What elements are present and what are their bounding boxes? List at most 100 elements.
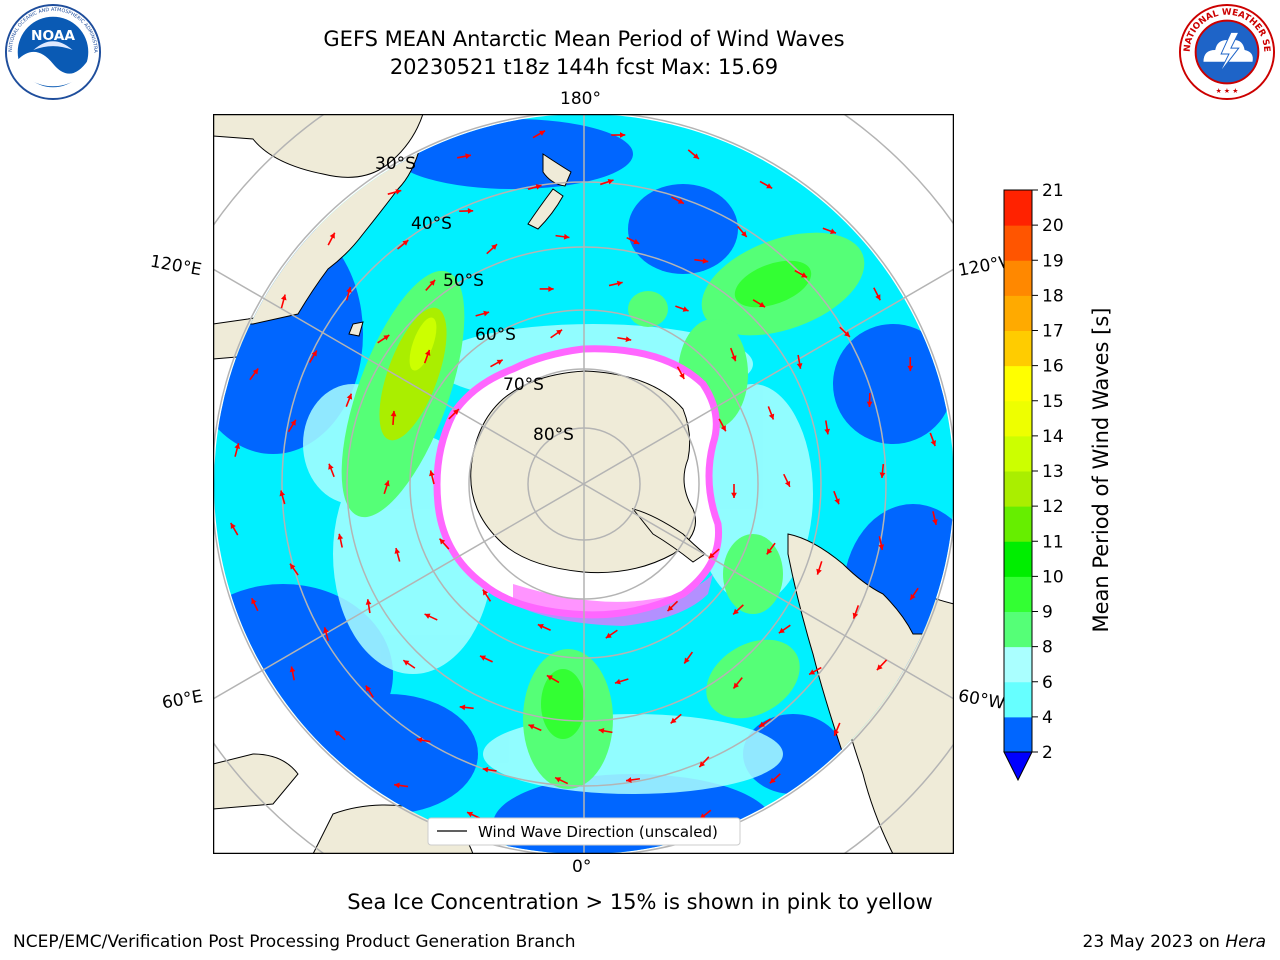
colorbar-tick-label: 11: [1042, 532, 1064, 552]
wind-arrow-head: [778, 627, 785, 634]
wind-arrow-head: [598, 728, 605, 734]
wind-arrow-head: [539, 130, 546, 136]
wind-arrow-head: [907, 365, 914, 372]
wind-arrow-head: [684, 657, 690, 664]
wind-arrow-head: [769, 777, 776, 784]
wind-arrow-head: [563, 233, 570, 240]
wind-arrow-head: [679, 373, 685, 380]
wind-arrow-head: [930, 440, 937, 447]
colorbar-block: [1004, 646, 1032, 683]
wind-arrow-head: [289, 666, 296, 673]
colorbar-ticks: 2 4 6 8 9 10 11 12 13 14 15 16 17 18 19 20 21: [1032, 181, 1064, 763]
wind-arrow-head: [459, 704, 466, 711]
wind-arrow-head: [394, 548, 401, 554]
colorbar-block: [1004, 471, 1032, 507]
colorbar-blocks: [1004, 190, 1032, 753]
colorbar-block: [1004, 541, 1032, 577]
wind-arrow-head: [879, 472, 886, 478]
colorbar-tick-label: 15: [1042, 392, 1064, 412]
lat-label-30: 30°S: [375, 154, 416, 174]
wind-arrow-head: [453, 409, 459, 415]
wind-arrow-head: [390, 410, 397, 417]
lon-label-180: 180°: [560, 89, 601, 109]
wind-arrow-head: [548, 286, 554, 292]
wind-arrow-head: [402, 240, 409, 246]
lon-label-60e: 60°E: [160, 686, 205, 714]
wind-arrow-head: [479, 655, 486, 661]
wind-arrow-head: [932, 519, 938, 525]
wind-arrow-head: [290, 419, 296, 426]
colorbar-tick-label: 8: [1042, 638, 1053, 658]
colorbar-label: Mean Period of Wind Waves [s]: [1089, 308, 1113, 633]
wind-arrow-head: [329, 232, 335, 239]
colorbar-block: [1004, 190, 1032, 226]
wind-arrow-head: [334, 730, 341, 737]
wind-arrow-head: [852, 612, 859, 619]
colorbar-block: [1004, 295, 1032, 331]
wind-arrow-head: [875, 294, 881, 301]
colorbar-tick-label: 4: [1042, 708, 1053, 728]
lat-label-70: 70°S: [503, 375, 544, 395]
wind-arrow-head: [429, 279, 436, 286]
wind-arrow-head: [467, 811, 474, 818]
wind-arrow-head: [482, 589, 489, 596]
wind-arrow-head: [483, 310, 490, 317]
colorbar-tick-label: 21: [1042, 181, 1064, 201]
wind-arrow-head: [626, 777, 632, 783]
wind-arrow-head: [290, 563, 296, 570]
wind-arrow-head: [768, 413, 775, 420]
wind-arrow-head: [796, 363, 803, 369]
wind-arrow-head: [844, 331, 850, 337]
colorbar-tick-label: 18: [1042, 286, 1064, 306]
wind-arrow-head: [830, 228, 836, 234]
wind-arrow-head: [759, 301, 766, 308]
graticule: [213, 114, 954, 854]
noaa-logo: NOAA NATIONAL OCEANIC AND ATMOSPHERIC AD…: [4, 3, 102, 101]
wind-arrow-head: [616, 280, 623, 287]
wind-arrow-head: [403, 660, 410, 666]
wind-arrow-head: [816, 568, 822, 575]
colorbar-block: [1004, 365, 1032, 402]
wind-arrow-head: [670, 717, 677, 724]
wind-arrow-head: [834, 498, 840, 505]
colorbar-tick-label: 17: [1042, 322, 1064, 342]
colorbar-block: [1004, 400, 1032, 437]
wind-arrow-head: [619, 132, 626, 138]
wind-arrow-head: [439, 538, 446, 545]
wind-arrow-head: [528, 724, 535, 730]
wind-arrow-head: [801, 272, 808, 278]
wind-arrow-head: [699, 761, 706, 768]
wind-arrow-head: [346, 393, 353, 400]
wind-arrow-head: [731, 492, 737, 498]
footer-machine: Hera: [1225, 932, 1266, 952]
colorbar-block: [1004, 260, 1032, 296]
nws-logo: NATIONAL WEATHER SERVICE ★ ★ ★: [1178, 3, 1276, 101]
wind-arrow-head: [394, 782, 400, 789]
wind-arrow-head: [759, 721, 766, 728]
wind-arrow-head: [708, 552, 715, 559]
wind-arrow-head: [876, 664, 883, 671]
wind-arrow-head: [733, 682, 740, 689]
wind-arrow-head: [605, 632, 612, 639]
wind-arrow-head: [429, 470, 435, 477]
wind-arrow-head: [766, 183, 773, 189]
antarctica: [433, 345, 723, 626]
wind-arrow-head: [280, 294, 287, 301]
colorbar-tick-label: 12: [1042, 497, 1064, 517]
footer-date-text: 23 May 2023 on: [1082, 932, 1226, 952]
wind-arrow-head: [667, 605, 674, 612]
wind-arrows: [230, 130, 938, 837]
wind-arrow-head: [337, 533, 344, 540]
chart-title: GEFS MEAN Antarctic Mean Period of Wind …: [323, 27, 845, 51]
colorbar-block: [1004, 225, 1032, 261]
wind-arrow-head: [702, 258, 709, 264]
svg-text:★ ★ ★: ★ ★ ★: [1216, 87, 1239, 95]
wind-arrow-head: [910, 593, 916, 600]
colorbar-tick-label: 20: [1042, 216, 1064, 236]
wind-arrow-head: [234, 443, 241, 449]
wind-arrow-head: [346, 286, 352, 293]
wind-arrow-head: [682, 306, 689, 312]
wind-arrow-head: [633, 238, 640, 245]
sea-ice-note: Sea Ice Concentration > 15% is shown in …: [347, 890, 933, 914]
wind-arrow-head: [535, 184, 542, 190]
